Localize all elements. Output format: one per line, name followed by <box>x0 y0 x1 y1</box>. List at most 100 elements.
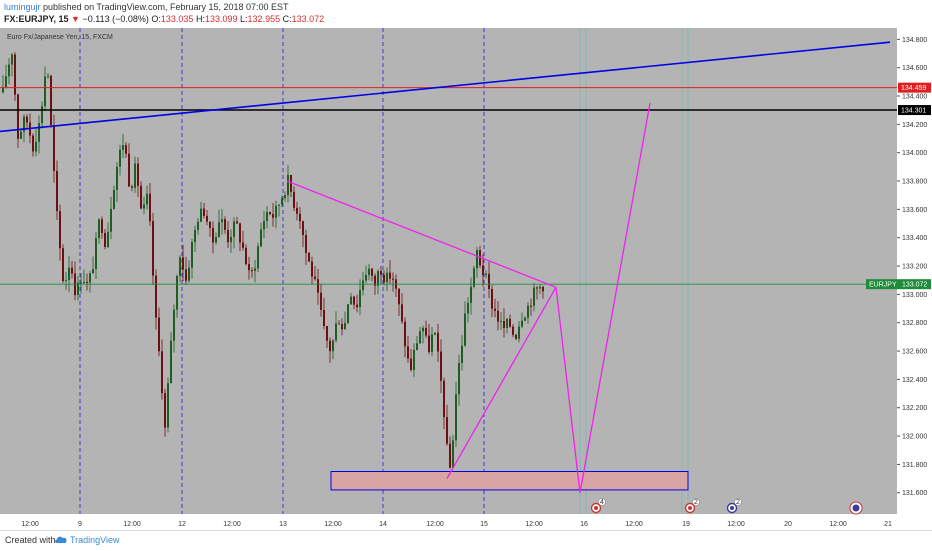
plot-area[interactable] <box>0 28 897 514</box>
candle-up[interactable] <box>419 331 421 344</box>
candle-up[interactable] <box>77 282 79 296</box>
candle-down[interactable] <box>248 264 250 271</box>
candle-down[interactable] <box>380 271 382 275</box>
candle-up[interactable] <box>41 106 43 124</box>
candle-down[interactable] <box>410 358 412 370</box>
event-marker[interactable]: 2 <box>726 498 742 514</box>
candle-down[interactable] <box>293 191 295 208</box>
event-marker[interactable]: 2 <box>684 498 700 514</box>
candle-down[interactable] <box>302 221 304 235</box>
candle-up[interactable] <box>524 317 526 321</box>
candle-up[interactable] <box>344 323 346 330</box>
candle-up[interactable] <box>83 281 85 283</box>
candle-down[interactable] <box>398 288 400 305</box>
candle-up[interactable] <box>434 332 436 335</box>
tradingview-brand[interactable]: TradingView <box>70 535 120 545</box>
candle-up[interactable] <box>47 75 49 77</box>
candle-up[interactable] <box>230 236 232 243</box>
candle-down[interactable] <box>401 304 403 322</box>
candle-down[interactable] <box>530 305 532 307</box>
candle-up[interactable] <box>254 268 256 271</box>
candle-down[interactable] <box>152 221 154 276</box>
candle-down[interactable] <box>317 279 319 293</box>
candle-up[interactable] <box>107 231 109 247</box>
candle-down[interactable] <box>32 135 34 152</box>
candle-up[interactable] <box>167 383 169 428</box>
candle-up[interactable] <box>476 250 478 269</box>
candle-down[interactable] <box>224 219 226 230</box>
candle-up[interactable] <box>170 340 172 384</box>
candle-up[interactable] <box>80 282 82 284</box>
candle-down[interactable] <box>491 289 493 309</box>
candle-down[interactable] <box>494 308 496 311</box>
candle-up[interactable] <box>350 296 352 305</box>
candle-up[interactable] <box>35 141 37 152</box>
candle-down[interactable] <box>236 221 238 224</box>
candle-up[interactable] <box>233 221 235 237</box>
candle-up[interactable] <box>95 238 97 270</box>
candle-down[interactable] <box>503 321 505 328</box>
candle-up[interactable] <box>134 163 136 188</box>
candle-down[interactable] <box>338 323 340 325</box>
candle-down[interactable] <box>323 309 325 327</box>
candle-down[interactable] <box>137 163 139 186</box>
candle-up[interactable] <box>422 327 424 332</box>
candle-up[interactable] <box>23 116 25 132</box>
candle-down[interactable] <box>140 185 142 209</box>
candle-up[interactable] <box>2 86 4 93</box>
candle-up[interactable] <box>527 305 529 318</box>
candle-up[interactable] <box>116 166 118 190</box>
price-axis-bg[interactable] <box>897 28 932 530</box>
candle-down[interactable] <box>296 207 298 214</box>
projection-path[interactable] <box>555 102 651 493</box>
candle-up[interactable] <box>455 394 457 441</box>
candle-up[interactable] <box>386 272 388 283</box>
candle-up[interactable] <box>275 205 277 218</box>
candle-up[interactable] <box>518 326 520 339</box>
target-zone-box[interactable] <box>330 470 689 491</box>
candle-down[interactable] <box>437 332 439 352</box>
candle-up[interactable] <box>263 221 265 230</box>
candle-down[interactable] <box>14 54 16 95</box>
candle-down[interactable] <box>425 327 427 336</box>
candle-up[interactable] <box>281 198 283 205</box>
candle-down[interactable] <box>341 324 343 330</box>
candle-down[interactable] <box>383 274 385 283</box>
triangle-lower-line[interactable] <box>446 286 557 479</box>
candle-down[interactable] <box>515 334 517 339</box>
candle-down[interactable] <box>536 287 538 289</box>
candle-up[interactable] <box>5 76 7 87</box>
candle-up[interactable] <box>452 440 454 468</box>
candle-up[interactable] <box>284 195 286 199</box>
candle-up[interactable] <box>143 204 145 209</box>
candle-down[interactable] <box>155 275 157 318</box>
candle-down[interactable] <box>404 321 406 347</box>
candle-down[interactable] <box>125 145 127 154</box>
candle-down[interactable] <box>161 351 163 394</box>
candle-down[interactable] <box>149 193 151 222</box>
candle-up[interactable] <box>485 273 487 276</box>
candle-down[interactable] <box>449 443 451 468</box>
candle-up[interactable] <box>197 221 199 230</box>
candle-down[interactable] <box>353 296 355 305</box>
candle-up[interactable] <box>92 269 94 274</box>
candle-up[interactable] <box>110 208 112 232</box>
candle-up[interactable] <box>500 321 502 323</box>
candle-up[interactable] <box>200 208 202 222</box>
candle-up[interactable] <box>8 64 10 77</box>
candle-down[interactable] <box>203 208 205 216</box>
candle-down[interactable] <box>440 351 442 381</box>
candle-down[interactable] <box>488 273 490 290</box>
candle-up[interactable] <box>467 302 469 314</box>
candle-up[interactable] <box>44 76 46 107</box>
candle-down[interactable] <box>311 261 313 277</box>
candle-up[interactable] <box>416 343 418 350</box>
candle-down[interactable] <box>26 116 28 123</box>
candle-down[interactable] <box>158 317 160 352</box>
candle-up[interactable] <box>68 267 70 281</box>
candle-down[interactable] <box>407 346 409 359</box>
candle-down[interactable] <box>329 340 331 352</box>
time-axis-bg[interactable] <box>0 514 897 530</box>
candle-down[interactable] <box>131 186 133 188</box>
candle-down[interactable] <box>290 174 292 192</box>
